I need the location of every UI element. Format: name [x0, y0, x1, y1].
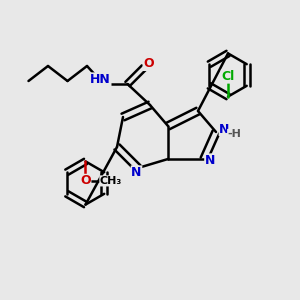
Text: CH₃: CH₃	[100, 176, 122, 186]
Text: O: O	[143, 57, 154, 70]
Text: O: O	[80, 174, 91, 188]
Text: HN: HN	[90, 73, 111, 86]
Text: N: N	[205, 154, 215, 167]
Text: N: N	[219, 122, 230, 136]
Text: N: N	[131, 166, 142, 179]
Text: Cl: Cl	[221, 70, 235, 83]
Text: -H: -H	[228, 129, 242, 140]
